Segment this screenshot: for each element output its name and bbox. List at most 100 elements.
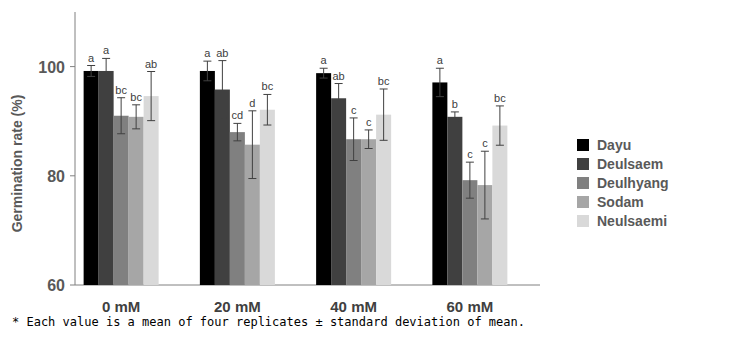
significance-letter: c — [351, 104, 357, 116]
error-bar-cap — [496, 145, 504, 146]
legend-label: Deulhyang — [597, 175, 669, 191]
error-bar-stem — [338, 84, 339, 113]
significance-letter: d — [249, 97, 255, 109]
bar — [114, 116, 129, 285]
bar — [260, 110, 275, 285]
error-bar-cap — [496, 105, 504, 106]
legend-label: Dayu — [597, 137, 631, 153]
error-bar-stem — [91, 66, 92, 77]
error-bar-cap — [218, 118, 226, 119]
error-bar-stem — [484, 151, 485, 219]
significance-letter: b — [452, 98, 458, 110]
bar — [230, 132, 245, 285]
error-bar-stem — [237, 123, 238, 140]
bar — [215, 90, 230, 285]
error-bar-stem — [383, 89, 384, 140]
error-bar-cap — [365, 129, 373, 130]
significance-letter: bc — [494, 92, 506, 104]
bar — [432, 82, 447, 285]
letters: aabcbcabaabcddbcaabccbcabccbc — [88, 44, 506, 160]
error-bar-cap — [466, 162, 474, 163]
significance-letter: bc — [262, 80, 274, 92]
error-bar — [147, 72, 155, 121]
significance-letter: ab — [333, 70, 345, 82]
error-bar-cap — [365, 148, 373, 149]
error-bar — [87, 66, 95, 77]
error-bar-stem — [252, 111, 253, 179]
error-bar-cap — [481, 151, 489, 152]
y-tick-label: 100 — [38, 59, 65, 76]
error-bar — [132, 105, 140, 129]
error-bar — [320, 68, 328, 78]
error-bar-cap — [451, 111, 459, 112]
error-bar-stem — [222, 61, 223, 119]
bar — [316, 73, 331, 285]
error-bar — [263, 94, 271, 125]
error-bar-cap — [132, 128, 140, 129]
error-bar — [218, 61, 226, 119]
error-bar — [203, 61, 211, 81]
error-bar — [233, 123, 241, 140]
bar — [200, 71, 215, 285]
error-bar — [496, 106, 504, 145]
error-bar — [365, 130, 373, 149]
error-bar-cap — [263, 94, 271, 95]
error-bar — [466, 162, 474, 198]
error-bar-cap — [466, 198, 474, 199]
significance-letter: a — [103, 44, 110, 56]
bar — [144, 96, 159, 285]
error-bar — [102, 58, 110, 83]
x-tick-label: 60 mM — [447, 298, 494, 315]
error-bar — [335, 84, 343, 113]
significance-letter: cd — [232, 109, 244, 121]
chart: 6080100Germination rate (%)aabcbcabaabcd… — [0, 0, 736, 360]
error-bar-cap — [320, 78, 328, 79]
error-bar-cap — [248, 110, 256, 111]
error-bar-cap — [117, 133, 125, 134]
legend-swatch — [577, 215, 589, 227]
x-tick-label: 40 mM — [330, 298, 377, 315]
bars — [84, 58, 508, 285]
error-bar-stem — [499, 106, 500, 145]
y-tick — [70, 66, 75, 67]
error-bar-cap — [218, 60, 226, 61]
significance-letter: bc — [378, 75, 390, 87]
error-bar-cap — [203, 61, 211, 62]
legend-swatch — [577, 196, 589, 208]
y-tick-label: 80 — [47, 168, 65, 185]
error-bar — [451, 112, 459, 122]
legend-label: Neulsaemi — [597, 213, 667, 229]
x-tick-label: 20 mM — [214, 298, 261, 315]
error-bar-cap — [203, 80, 211, 81]
bar — [346, 139, 361, 285]
error-bar-cap — [87, 65, 95, 66]
error-bar-stem — [136, 105, 137, 129]
y-axis-line — [75, 12, 76, 285]
error-bar — [380, 89, 388, 140]
error-bar-cap — [380, 88, 388, 89]
error-bar-cap — [436, 96, 444, 97]
legend: DayuDeulsaemDeulhyangSodamNeulsaemi — [577, 137, 669, 229]
significance-letter: ab — [145, 58, 157, 70]
bar — [361, 139, 376, 285]
error-bar-cap — [380, 140, 388, 141]
significance-letter: a — [88, 52, 95, 64]
error-bar-cap — [320, 68, 328, 69]
bar — [492, 126, 507, 285]
bar — [447, 117, 462, 285]
error-bar-cap — [451, 121, 459, 122]
significance-letter: a — [437, 54, 444, 66]
significance-letter: ab — [216, 47, 228, 59]
significance-letter: c — [482, 137, 488, 149]
legend-label: Sodam — [597, 194, 644, 210]
error-bar — [117, 98, 125, 134]
error-bar-stem — [207, 61, 208, 81]
error-bar-cap — [233, 123, 241, 124]
error-bar-cap — [147, 71, 155, 72]
bar — [331, 98, 346, 285]
significance-letter: bc — [115, 84, 127, 96]
error-bar-stem — [121, 98, 122, 134]
footnote: * Each value is a mean of four replicate… — [12, 315, 525, 329]
error-bar-cap — [233, 140, 241, 141]
error-bar-stem — [353, 118, 354, 161]
